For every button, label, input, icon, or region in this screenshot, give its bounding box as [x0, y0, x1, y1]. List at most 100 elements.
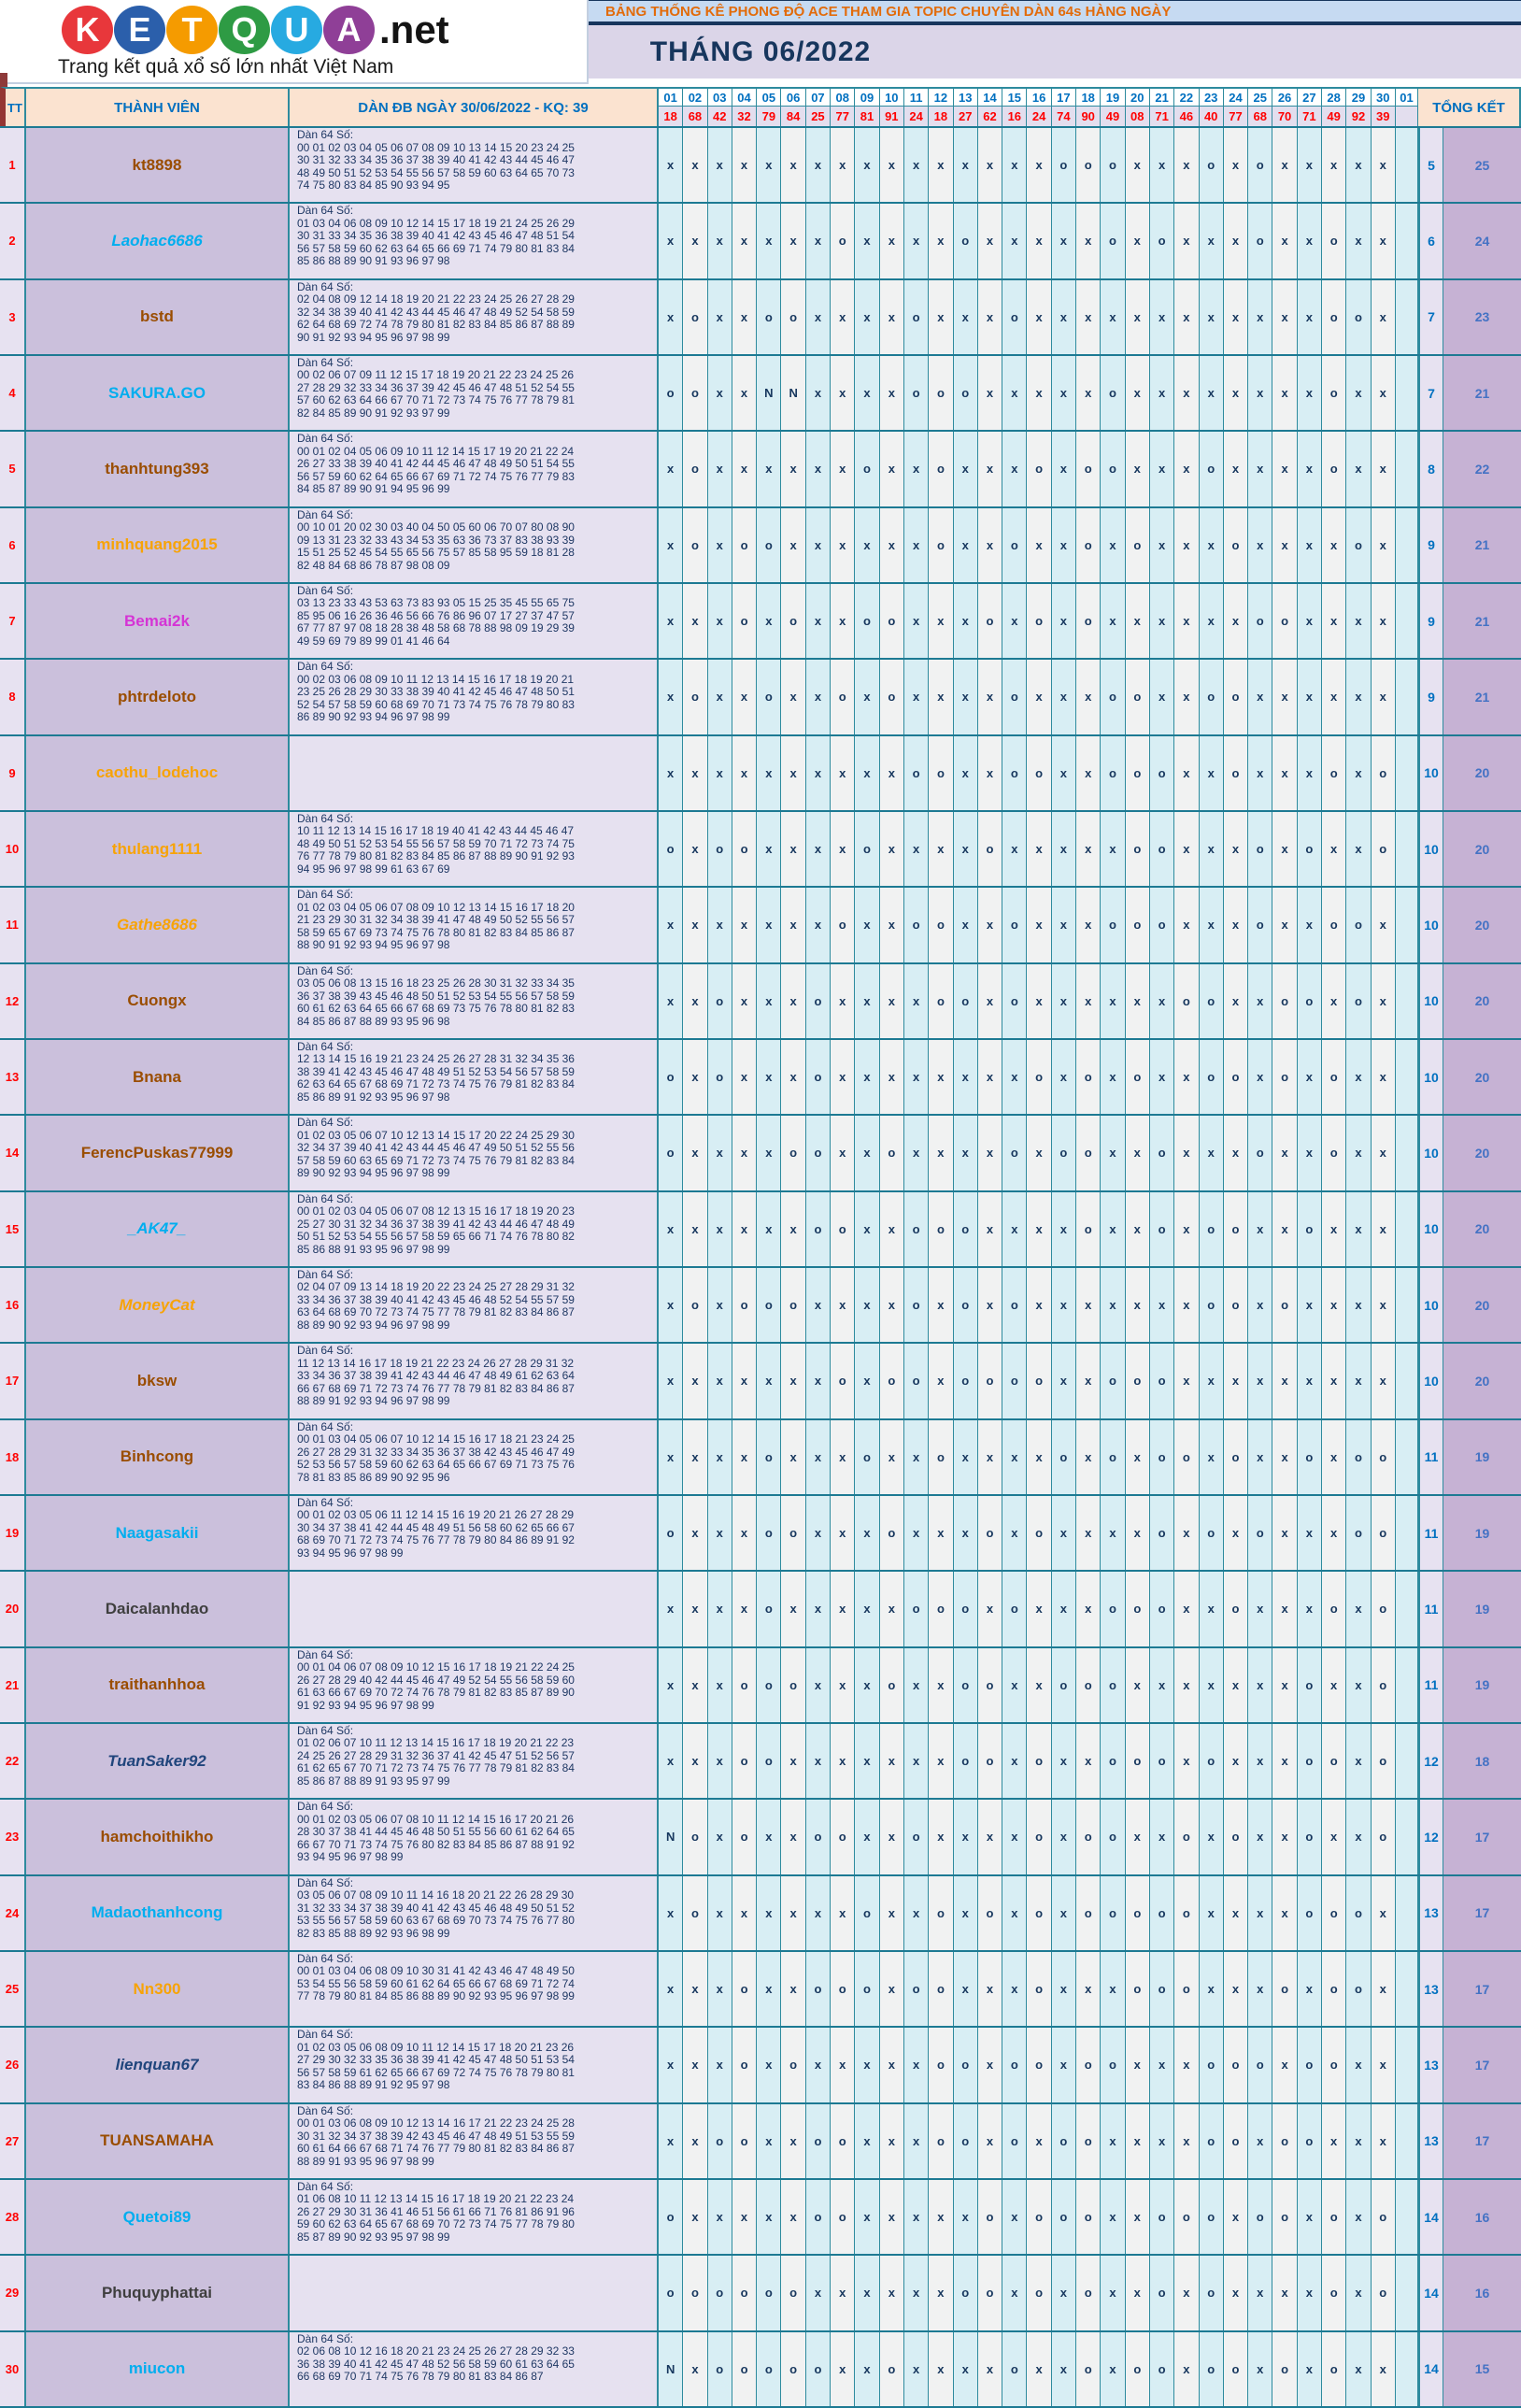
member-name[interactable]: caothu_lodehoc	[26, 735, 290, 810]
member-name[interactable]: kt8898	[26, 128, 290, 203]
mark-cell: x	[1002, 811, 1028, 887]
kq-value-cell: 49	[1322, 107, 1347, 126]
member-name[interactable]: Nn300	[26, 1951, 290, 2027]
mark-cell: x	[707, 204, 732, 278]
mark-cell: x	[1322, 1191, 1347, 1266]
member-name[interactable]: TuanSaker92	[26, 1723, 290, 1799]
mark-cell: o	[1149, 1723, 1175, 1799]
mark-cell: o	[903, 1572, 930, 1646]
mark-cell: o	[1076, 2028, 1102, 2102]
mark-cell: o	[1101, 204, 1126, 278]
mark-cell: o	[1297, 811, 1323, 887]
mark-cell: o	[1297, 1800, 1323, 1874]
mark-cell: x	[903, 1116, 930, 1190]
mark-cell: o	[1248, 128, 1273, 203]
mark-cell: x	[1076, 1495, 1102, 1571]
mark-cell: o	[1076, 1647, 1102, 1722]
mark-cell: o	[1076, 2256, 1102, 2330]
member-name[interactable]: Binhcong	[26, 1419, 290, 1494]
member-name[interactable]: _AK47_	[26, 1191, 290, 1266]
member-name[interactable]: minhquang2015	[26, 507, 290, 582]
mark-cell: x	[1027, 279, 1052, 354]
table-row: 1 kt8898 Dàn 64 Số: 00 01 02 03 04 05 06 0…	[0, 128, 1521, 205]
mark-cell: o	[1101, 1875, 1126, 1950]
member-name[interactable]: Bemai2k	[26, 583, 290, 659]
member-name[interactable]: MoneyCat	[26, 1267, 290, 1343]
mark-cell: o	[1149, 1875, 1175, 1950]
mark-cell: x	[1149, 507, 1175, 582]
mark-cell: x	[977, 2103, 1003, 2178]
member-name-text: MoneyCat	[119, 1295, 195, 1314]
mark-cell: x	[707, 1572, 732, 1646]
member-name[interactable]: lienquan67	[26, 2028, 290, 2102]
mark-cell: x	[1174, 2103, 1200, 2178]
member-name-text: thulang1111	[111, 839, 203, 858]
mark-cell: x	[1322, 583, 1347, 659]
member-name[interactable]: hamchoithikho	[26, 1800, 290, 1874]
mark-cell: x	[1125, 1419, 1150, 1494]
member-name[interactable]: Gathe8686	[26, 888, 290, 962]
member-name[interactable]: FerencPuskas77999	[26, 1116, 290, 1190]
mark-cell: x	[929, 2331, 954, 2406]
member-name[interactable]: thanhtung393	[26, 432, 290, 506]
mark-cell: x	[1051, 811, 1077, 887]
member-name[interactable]: TUANSAMAHA	[26, 2103, 290, 2178]
table-row: 19 Naagasakii Dàn 64 Số: 00 01 02 03 05 06…	[0, 1495, 1521, 1573]
member-name[interactable]: Daicalanhdao	[26, 1572, 290, 1646]
mark-cell: o	[1346, 963, 1372, 1038]
mark-cell: o	[831, 660, 856, 734]
mark-cell: x	[732, 1495, 758, 1571]
mark-cell: o	[953, 2103, 978, 2178]
member-name[interactable]: phtrdeloto	[26, 660, 290, 734]
mark-cell: x	[1346, 2179, 1372, 2255]
member-name[interactable]: Quetoi89	[26, 2179, 290, 2255]
mark-cell: o	[1272, 2331, 1298, 2406]
member-name-text: Phuquyphattai	[101, 2283, 213, 2301]
mark-cell: o	[831, 2103, 856, 2178]
mark-cell: x	[757, 128, 782, 203]
member-name[interactable]: SAKURA.GO	[26, 355, 290, 431]
mark-cell: x	[1027, 2103, 1052, 2178]
member-name[interactable]: Cuongx	[26, 963, 290, 1038]
member-name[interactable]: Laohac6686	[26, 204, 290, 278]
mark-cell: x	[683, 2028, 708, 2102]
member-name[interactable]: Madaothanhcong	[26, 1875, 290, 1950]
mark-cell: x	[855, 1572, 880, 1646]
mark-cell: x	[1223, 1495, 1249, 1571]
day-header-cell: 24	[1223, 87, 1249, 107]
member-name[interactable]: Naagasakii	[26, 1495, 290, 1571]
spacer	[0, 78, 1521, 83]
mark-cell: o	[953, 2028, 978, 2102]
mark-cell: x	[683, 1191, 708, 1266]
member-name[interactable]: bstd	[26, 279, 290, 354]
mark-cell: o	[781, 2028, 806, 2102]
mark-cell: x	[1002, 1039, 1028, 1115]
member-name[interactable]: Phuquyphattai	[26, 2256, 290, 2330]
table-body: 1 kt8898 Dàn 64 Số: 00 01 02 03 04 05 06 0…	[0, 128, 1521, 2408]
member-name[interactable]: miucon	[26, 2331, 290, 2406]
mark-cell: x	[1051, 888, 1077, 962]
mark-cell: o	[659, 2256, 684, 2330]
mark-cell: x	[1248, 507, 1273, 582]
mark-cell: o	[659, 1116, 684, 1190]
mark-cell: x	[732, 1875, 758, 1950]
mark-cell: x	[757, 963, 782, 1038]
member-name[interactable]: Bnana	[26, 1039, 290, 1115]
mark-cell: x	[781, 1875, 806, 1950]
mark-cell: o	[1027, 583, 1052, 659]
mark-cell: o	[1199, 2028, 1224, 2102]
member-name[interactable]: thulang1111	[26, 811, 290, 887]
mark-cell: x	[659, 1419, 684, 1494]
mark-cell: o	[977, 1344, 1003, 1418]
mark-cell: o	[1174, 1419, 1200, 1494]
mark-cell: x	[1051, 660, 1077, 734]
member-name[interactable]: bksw	[26, 1344, 290, 1418]
member-name[interactable]: traithanhhoa	[26, 1647, 290, 1722]
mark-cell: x	[683, 735, 708, 810]
mark-cell: x	[1223, 355, 1249, 431]
mark-cell: x	[1051, 1572, 1077, 1646]
dan-numbers-cell: Dàn 64 Số: 02 06 08 10 12 16 18 20 21 23…	[290, 2331, 659, 2406]
mark-cell: x	[1076, 963, 1102, 1038]
mark-cell: x	[929, 1039, 954, 1115]
